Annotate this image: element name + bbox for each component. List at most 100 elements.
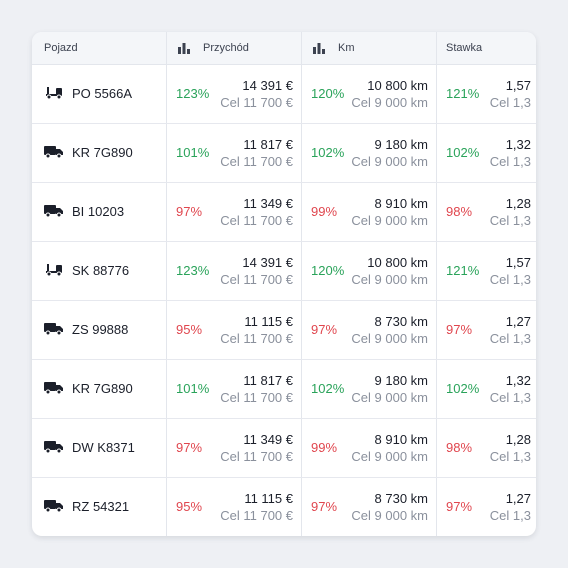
table-row[interactable]: RZ 54321 95% 11 115 € Cel 11 700 € 97% 8 730 … [32,477,536,536]
header-rate[interactable]: Stawka [446,42,483,54]
value: 11 349 € [243,196,293,211]
target: Cel 11 700 € [220,213,293,228]
vehicle-plate: BI 10203 [72,204,125,219]
target: Cel 1,3 [489,390,531,405]
value: 11 817 € [243,137,293,152]
percent: 102% [311,145,345,160]
vehicle-plate: DW K8371 [72,440,135,455]
percent: 98% [446,204,473,219]
target: Cel 11 700 € [220,154,293,169]
target: Cel 9 000 km [351,508,428,523]
percent: 97% [311,322,338,337]
percent: 120% [311,263,345,278]
percent: 98% [446,440,473,455]
percent: 99% [311,204,338,219]
target: Cel 9 000 km [351,390,428,405]
percent: 102% [446,145,480,160]
vehicle-plate: SK 88776 [72,263,130,278]
truck-icon [44,263,64,277]
value: 8 730 km [374,491,428,506]
value: 8 910 km [374,196,428,211]
target: Cel 1,3 [489,331,531,346]
target: Cel 11 700 € [220,449,293,464]
target: Cel 1,3 [489,213,531,228]
value: 1,27 [505,491,531,506]
percent: 95% [176,322,203,337]
target: Cel 11 700 € [220,331,293,346]
value: 10 800 km [367,78,428,93]
table-row[interactable]: ZS 99888 95% 11 115 € Cel 11 700 € 97% 8 730 … [32,300,536,360]
truck-icon [44,145,64,159]
value: 1,57 [505,255,531,270]
target: Cel 9 000 km [351,331,428,346]
header-km[interactable]: Km [338,42,355,54]
percent: 123% [176,263,210,278]
table-card: Pojazd Przychód Km Stawka PO 5566A 123% 14… [32,32,536,536]
percent: 121% [446,86,480,101]
truck-icon [44,322,64,336]
value: 11 115 € [244,491,293,506]
vehicle-plate: RZ 54321 [72,499,130,514]
target: Cel 1,3 [489,508,531,523]
percent: 97% [446,322,473,337]
truck-icon [44,440,64,454]
percent: 97% [176,204,203,219]
value: 11 349 € [243,432,293,447]
vehicle-plate: PO 5566A [72,86,132,101]
table-row[interactable]: KR 7G890 101% 11 817 € Cel 11 700 € 102% 9 18… [32,123,536,183]
table-row[interactable]: KR 7G890 101% 11 817 € Cel 11 700 € 102% 9 18… [32,359,536,419]
table-row[interactable]: PO 5566A 123% 14 391 € Cel 11 700 € 120% 10 8… [32,64,536,124]
column-divider [301,32,302,536]
chart-icon [313,42,325,54]
vehicle-plate: KR 7G890 [72,381,133,396]
header-row: Pojazd Przychód Km Stawka [32,32,536,65]
percent: 99% [311,440,338,455]
column-divider [436,32,437,536]
percent: 101% [176,145,210,160]
value: 9 180 km [374,137,428,152]
target: Cel 1,3 [489,95,531,110]
target: Cel 9 000 km [351,154,428,169]
header-revenue[interactable]: Przychód [203,42,249,54]
percent: 97% [446,499,473,514]
truck-icon [44,499,64,513]
target: Cel 1,3 [489,154,531,169]
table-row[interactable]: SK 88776 123% 14 391 € Cel 11 700 € 120% 10 8… [32,241,536,301]
value: 1,28 [505,196,531,211]
target: Cel 1,3 [489,272,531,287]
value: 1,32 [505,137,531,152]
percent: 120% [311,86,345,101]
target: Cel 9 000 km [351,213,428,228]
header-vehicle: Pojazd [44,42,78,54]
value: 14 391 € [242,255,293,270]
percent: 97% [311,499,338,514]
value: 1,28 [505,432,531,447]
target: Cel 9 000 km [351,449,428,464]
table-row[interactable]: BI 10203 97% 11 349 € Cel 11 700 € 99% 8 910 … [32,182,536,242]
target: Cel 9 000 km [351,95,428,110]
percent: 123% [176,86,210,101]
truck-icon [44,86,64,100]
vehicle-plate: ZS 99888 [72,322,129,337]
value: 8 730 km [374,314,428,329]
column-divider [166,32,167,536]
value: 10 800 km [367,255,428,270]
target: Cel 11 700 € [220,95,293,110]
value: 8 910 km [374,432,428,447]
truck-icon [44,204,64,218]
value: 11 817 € [243,373,293,388]
target: Cel 11 700 € [220,272,293,287]
chart-icon [178,42,190,54]
percent: 95% [176,499,203,514]
percent: 121% [446,263,480,278]
value: 1,27 [505,314,531,329]
target: Cel 11 700 € [220,390,293,405]
value: 9 180 km [374,373,428,388]
table-row[interactable]: DW K8371 97% 11 349 € Cel 11 700 € 99% 8 910 … [32,418,536,478]
vehicle-plate: KR 7G890 [72,145,133,160]
target: Cel 1,3 [489,449,531,464]
target: Cel 11 700 € [220,508,293,523]
percent: 102% [446,381,480,396]
percent: 97% [176,440,203,455]
